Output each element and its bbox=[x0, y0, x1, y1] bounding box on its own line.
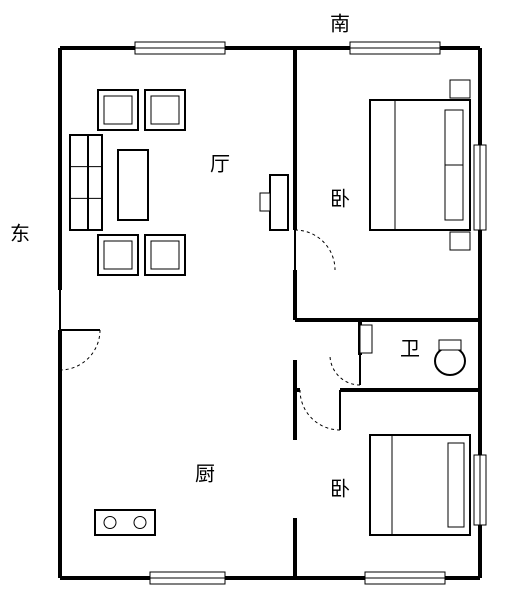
label-bed2: 卧 bbox=[330, 477, 350, 500]
label-bath: 卫 bbox=[400, 338, 420, 360]
label-bed1: 卧 bbox=[330, 187, 350, 210]
label-kitchen: 厨 bbox=[195, 463, 215, 485]
label-south: 南 bbox=[330, 12, 350, 35]
floor-plan: 南东厅厨卧卧卫 bbox=[0, 0, 522, 600]
label-east: 东 bbox=[10, 222, 30, 245]
label-living: 厅 bbox=[210, 153, 230, 175]
